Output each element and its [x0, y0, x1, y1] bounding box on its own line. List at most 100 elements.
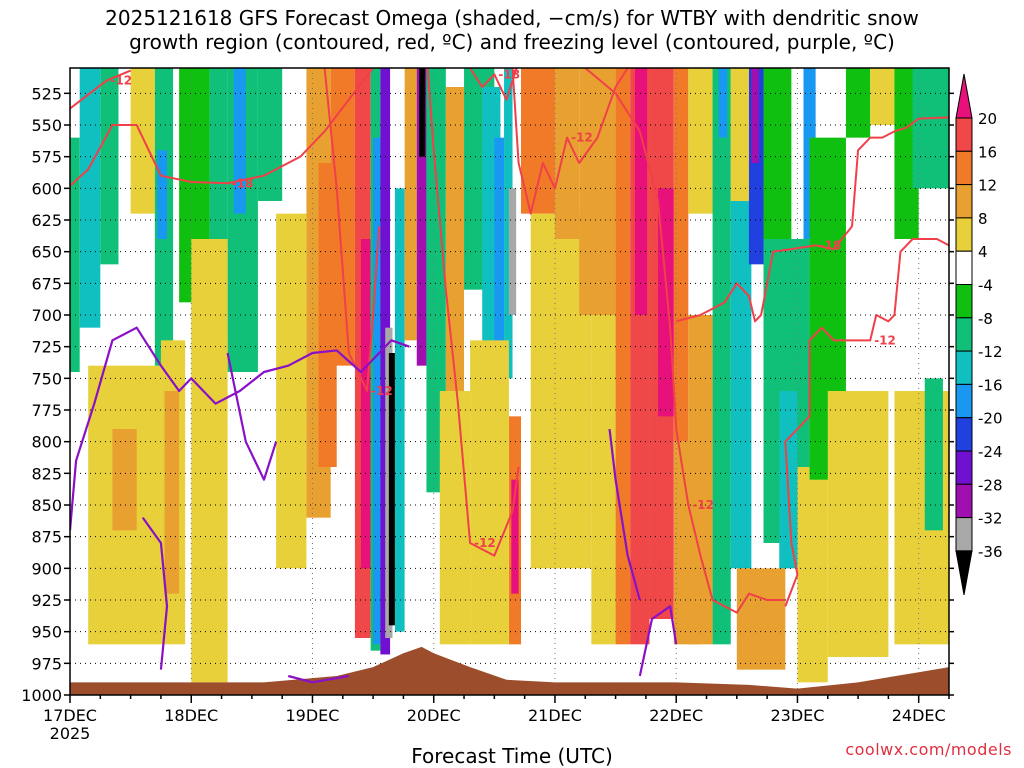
omega-cell [445, 87, 465, 391]
omega-cell [730, 201, 752, 569]
omega-cell [276, 213, 307, 569]
y-tick-label: 900 [31, 559, 62, 578]
omega-cell [157, 150, 167, 239]
colorbar-bin [955, 250, 973, 285]
omega-cell [70, 137, 80, 372]
dgz-contour [675, 116, 949, 323]
omega-cell [736, 568, 786, 670]
dgz-contour-label: -12 [474, 536, 496, 550]
y-tick-label: 725 [31, 338, 62, 357]
x-tick-label: 19DEC [285, 706, 339, 725]
y-tick-label: 850 [31, 496, 62, 515]
omega-shading [70, 68, 949, 683]
y-tick-label: 875 [31, 528, 62, 547]
omega-cell [112, 429, 137, 531]
y-tick-label: 975 [31, 654, 62, 673]
colorbar-label: -24 [978, 443, 1003, 461]
plot-area: -12 -18 -12 -12 -18 -12 -12 -18 -12 [70, 67, 949, 695]
omega-cell [591, 315, 616, 645]
omega-cell [373, 137, 381, 645]
colorbar-top-arrow [955, 73, 973, 119]
omega-cell [419, 68, 426, 157]
x-tick-label: 24DEC [892, 706, 946, 725]
omega-cell [797, 467, 828, 683]
colorbar-label: -12 [978, 343, 1003, 361]
colorbar-label: 20 [978, 110, 997, 128]
colorbar-bin [955, 483, 973, 519]
colorbar-label: 12 [978, 177, 997, 195]
omega-cell [100, 68, 119, 265]
dgz-contour [469, 68, 518, 101]
freezing-contour [141, 517, 169, 670]
dgz-contour-label: -12 [874, 333, 896, 347]
dgz-contour [784, 238, 949, 607]
colorbar-label: -20 [978, 410, 1003, 428]
omega-cell [79, 68, 101, 328]
omega-cell [426, 68, 446, 493]
dgz-contour-label: -12 [371, 384, 393, 398]
omega-cell [634, 68, 648, 315]
colorbar-label: -16 [978, 376, 1003, 394]
colorbar-bin [955, 383, 973, 419]
omega-cell [912, 68, 949, 189]
omega-cell [751, 68, 759, 163]
colorbar-label: -28 [978, 476, 1003, 494]
omega-cell [763, 68, 792, 239]
omega-cell [330, 68, 355, 366]
colorbar-bin [955, 184, 973, 219]
omega-cell [827, 391, 889, 657]
colorbar-bottom-arrow [955, 550, 973, 595]
omega-cell [470, 340, 509, 645]
freezing-contour [638, 605, 678, 677]
omega-cell [257, 68, 283, 201]
plot-frame [69, 67, 950, 696]
x-tick-label: 21DEC [528, 706, 582, 725]
dgz-contour [323, 68, 381, 392]
omega-cell [673, 68, 689, 442]
dgz-contour-label: -18 [498, 67, 520, 81]
chart-title-line1: 2025121618 GFS Forecast Omega (shaded, −… [105, 6, 919, 30]
x-tick-label: 23DEC [770, 706, 824, 725]
colorbar-bin [955, 284, 973, 319]
omega-cell [360, 239, 371, 569]
omega-cell [233, 68, 246, 214]
colorbar-bin [955, 317, 973, 352]
colorbar-bin [955, 517, 973, 552]
terrain-fill [70, 646, 949, 695]
dgz-contour [511, 68, 629, 215]
omega-cell [191, 239, 228, 683]
dgz-contour-label: -12 [692, 498, 714, 512]
dgz-contour-label: -18 [232, 176, 254, 190]
omega-cell [164, 391, 180, 594]
colorbar-bin [955, 350, 973, 385]
dgz-contour [70, 68, 374, 187]
colorbar-bin [955, 417, 973, 452]
y-tick-label: 1000 [21, 686, 62, 705]
dgz-contours: -12 -18 -12 -12 -18 -12 -12 -18 -12 [70, 67, 949, 614]
omega-cell [388, 353, 395, 626]
y-tick-label: 800 [31, 433, 62, 452]
omega-cell [439, 391, 471, 645]
colorbar-bin [955, 150, 973, 186]
colorbar-label: -36 [978, 543, 1003, 561]
dgz-contour [426, 68, 520, 557]
y-tick-label: 625 [31, 211, 62, 230]
freezing-contour [70, 326, 410, 531]
omega-cell [718, 68, 728, 138]
colorbar-bin [955, 117, 973, 152]
freezing-contour [226, 352, 278, 481]
colorbar-label: 8 [978, 210, 988, 228]
credit-link[interactable]: coolwx.com/models [845, 740, 1012, 759]
y-tick-label: 950 [31, 623, 62, 642]
freezing-contours [70, 326, 678, 684]
omega-cell [416, 68, 427, 366]
x-tick-label: 18DEC [164, 706, 218, 725]
colorbar-label: 16 [978, 143, 997, 161]
y-tick-label: 600 [31, 179, 62, 198]
y-tick-label: 700 [31, 306, 62, 325]
y-tick-label: 575 [31, 148, 62, 167]
colorbar-bin [955, 217, 973, 252]
x-tick-label: 17DEC [43, 706, 97, 725]
